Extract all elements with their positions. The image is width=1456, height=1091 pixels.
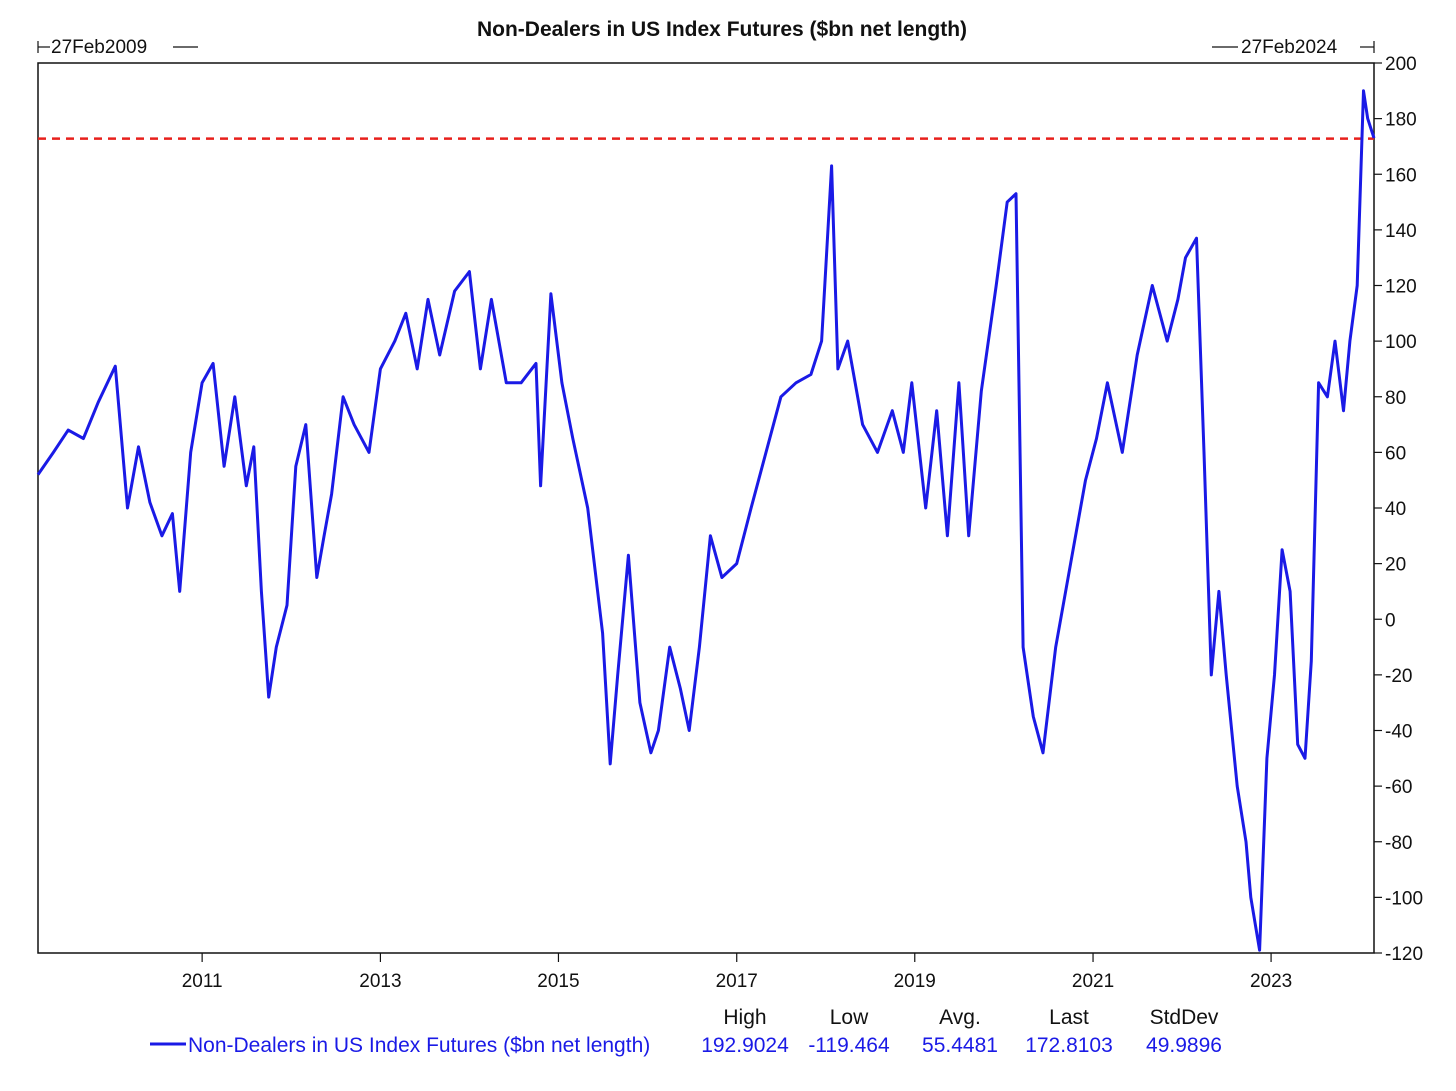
legend: Non-Dealers in US Index Futures ($bn net… [150, 1034, 650, 1057]
stat-header: StdDev [1150, 1006, 1219, 1029]
x-tick-label: 2015 [537, 971, 579, 992]
y-tick-label: 200 [1385, 54, 1417, 75]
y-tick-label: -40 [1385, 722, 1412, 743]
y-tick-label: -80 [1385, 833, 1412, 854]
plot-area [37, 62, 1375, 954]
stat-header: Last [1049, 1006, 1089, 1029]
end-date-marker: 27Feb2024 [1212, 37, 1375, 58]
x-tick-label: 2013 [359, 971, 401, 992]
x-axis: 2011 2013 2015 2017 2019 2021 2023 [182, 953, 1292, 992]
y-tick-label: -100 [1385, 888, 1423, 909]
y-tick-label: 120 [1385, 277, 1417, 298]
legend-label: Non-Dealers in US Index Futures ($bn net… [188, 1034, 650, 1057]
stat-value: 49.9896 [1146, 1034, 1222, 1057]
y-tick-label: -20 [1385, 666, 1412, 687]
y-tick-label: 80 [1385, 388, 1406, 409]
chart-title: Non-Dealers in US Index Futures ($bn net… [477, 18, 967, 41]
y-tick-label: 0 [1385, 610, 1396, 631]
y-axis: 200180160140120100806040200-20-40-60-80-… [1374, 54, 1423, 965]
x-tick-label: 2023 [1250, 971, 1292, 992]
y-tick-label: 180 [1385, 110, 1417, 131]
y-tick-label: -60 [1385, 777, 1412, 798]
x-tick-label: 2021 [1072, 971, 1114, 992]
stat-header: High [723, 1006, 766, 1029]
stats-table: High 192.9024 Low -119.464 Avg. 55.4481 Last 17… [701, 1006, 1222, 1057]
stat-value: 192.9024 [701, 1034, 789, 1057]
end-date-label: 27Feb2024 [1241, 37, 1338, 58]
x-tick-label: 2019 [894, 971, 936, 992]
y-tick-label: 140 [1385, 221, 1417, 242]
series-line [36, 89, 1376, 952]
y-tick-label: 40 [1385, 499, 1406, 520]
stat-value: 55.4481 [922, 1034, 998, 1057]
x-tick-label: 2017 [716, 971, 758, 992]
start-date-marker: 27Feb2009 [37, 37, 198, 58]
y-tick-label: 20 [1385, 555, 1406, 576]
x-tick-label: 2011 [182, 971, 223, 992]
stat-value: 172.8103 [1025, 1034, 1113, 1057]
y-tick-label: 160 [1385, 165, 1417, 186]
stat-header: Low [830, 1006, 869, 1029]
start-date-label: 27Feb2009 [51, 37, 147, 58]
y-tick-label: 100 [1385, 332, 1417, 353]
stat-value: -119.464 [808, 1034, 890, 1057]
stat-header: Avg. [939, 1006, 981, 1029]
y-tick-label: -120 [1385, 944, 1423, 965]
y-tick-label: 60 [1385, 443, 1406, 464]
